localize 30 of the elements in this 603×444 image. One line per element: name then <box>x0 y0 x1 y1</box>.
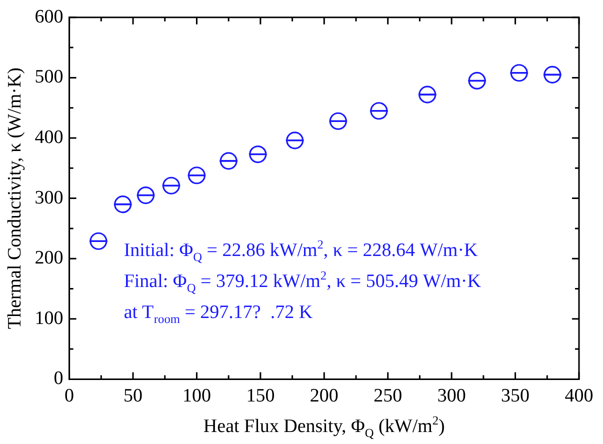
x-tick-label: 400 <box>564 386 594 407</box>
point <box>510 64 528 82</box>
x-tick-label: 350 <box>501 386 530 407</box>
point <box>136 186 155 204</box>
point <box>90 232 108 250</box>
x-tick-label: 100 <box>182 386 211 407</box>
x-tick-label: 300 <box>437 386 466 407</box>
point <box>329 112 347 130</box>
x-tick-label: 250 <box>374 386 402 407</box>
y-tick-label: 0 <box>54 368 64 390</box>
y-tick-label: 600 <box>34 6 64 28</box>
y-axis-title: Thermal Conductivity, κ (W/m·K) <box>4 67 26 330</box>
point <box>188 166 206 184</box>
point <box>418 86 436 104</box>
y-tick-label: 100 <box>34 308 64 329</box>
point <box>249 145 267 164</box>
point <box>544 66 562 84</box>
y-tick-label: 400 <box>34 126 64 148</box>
point <box>114 196 132 214</box>
x-tick-label: 50 <box>124 386 143 407</box>
point <box>220 152 238 170</box>
y-tick-label: 300 <box>34 187 64 208</box>
point <box>468 72 486 90</box>
point <box>162 176 180 194</box>
y-tick-label: 500 <box>34 66 64 88</box>
x-tick-label: 150 <box>246 386 275 407</box>
y-tick-label: 200 <box>34 248 64 269</box>
x-tick-label: 200 <box>310 386 338 407</box>
point <box>286 132 304 150</box>
point <box>370 102 388 120</box>
